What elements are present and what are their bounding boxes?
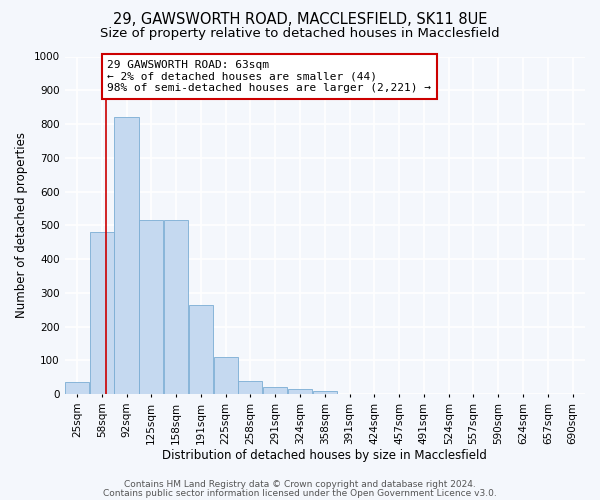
Bar [89, 232, 114, 394]
Bar [214, 357, 238, 394]
Bar [238, 380, 262, 394]
Bar [164, 220, 188, 394]
Bar [288, 389, 312, 394]
Bar [263, 387, 287, 394]
Text: Contains HM Land Registry data © Crown copyright and database right 2024.: Contains HM Land Registry data © Crown c… [124, 480, 476, 489]
Y-axis label: Number of detached properties: Number of detached properties [15, 132, 28, 318]
Text: Size of property relative to detached houses in Macclesfield: Size of property relative to detached ho… [100, 28, 500, 40]
Bar [115, 118, 139, 394]
Text: 29, GAWSWORTH ROAD, MACCLESFIELD, SK11 8UE: 29, GAWSWORTH ROAD, MACCLESFIELD, SK11 8… [113, 12, 487, 28]
Text: Contains public sector information licensed under the Open Government Licence v3: Contains public sector information licen… [103, 488, 497, 498]
Bar [139, 220, 163, 394]
Text: 29 GAWSWORTH ROAD: 63sqm
← 2% of detached houses are smaller (44)
98% of semi-de: 29 GAWSWORTH ROAD: 63sqm ← 2% of detache… [107, 60, 431, 93]
Bar [189, 304, 213, 394]
Bar [313, 391, 337, 394]
Bar [65, 382, 89, 394]
X-axis label: Distribution of detached houses by size in Macclesfield: Distribution of detached houses by size … [163, 450, 487, 462]
